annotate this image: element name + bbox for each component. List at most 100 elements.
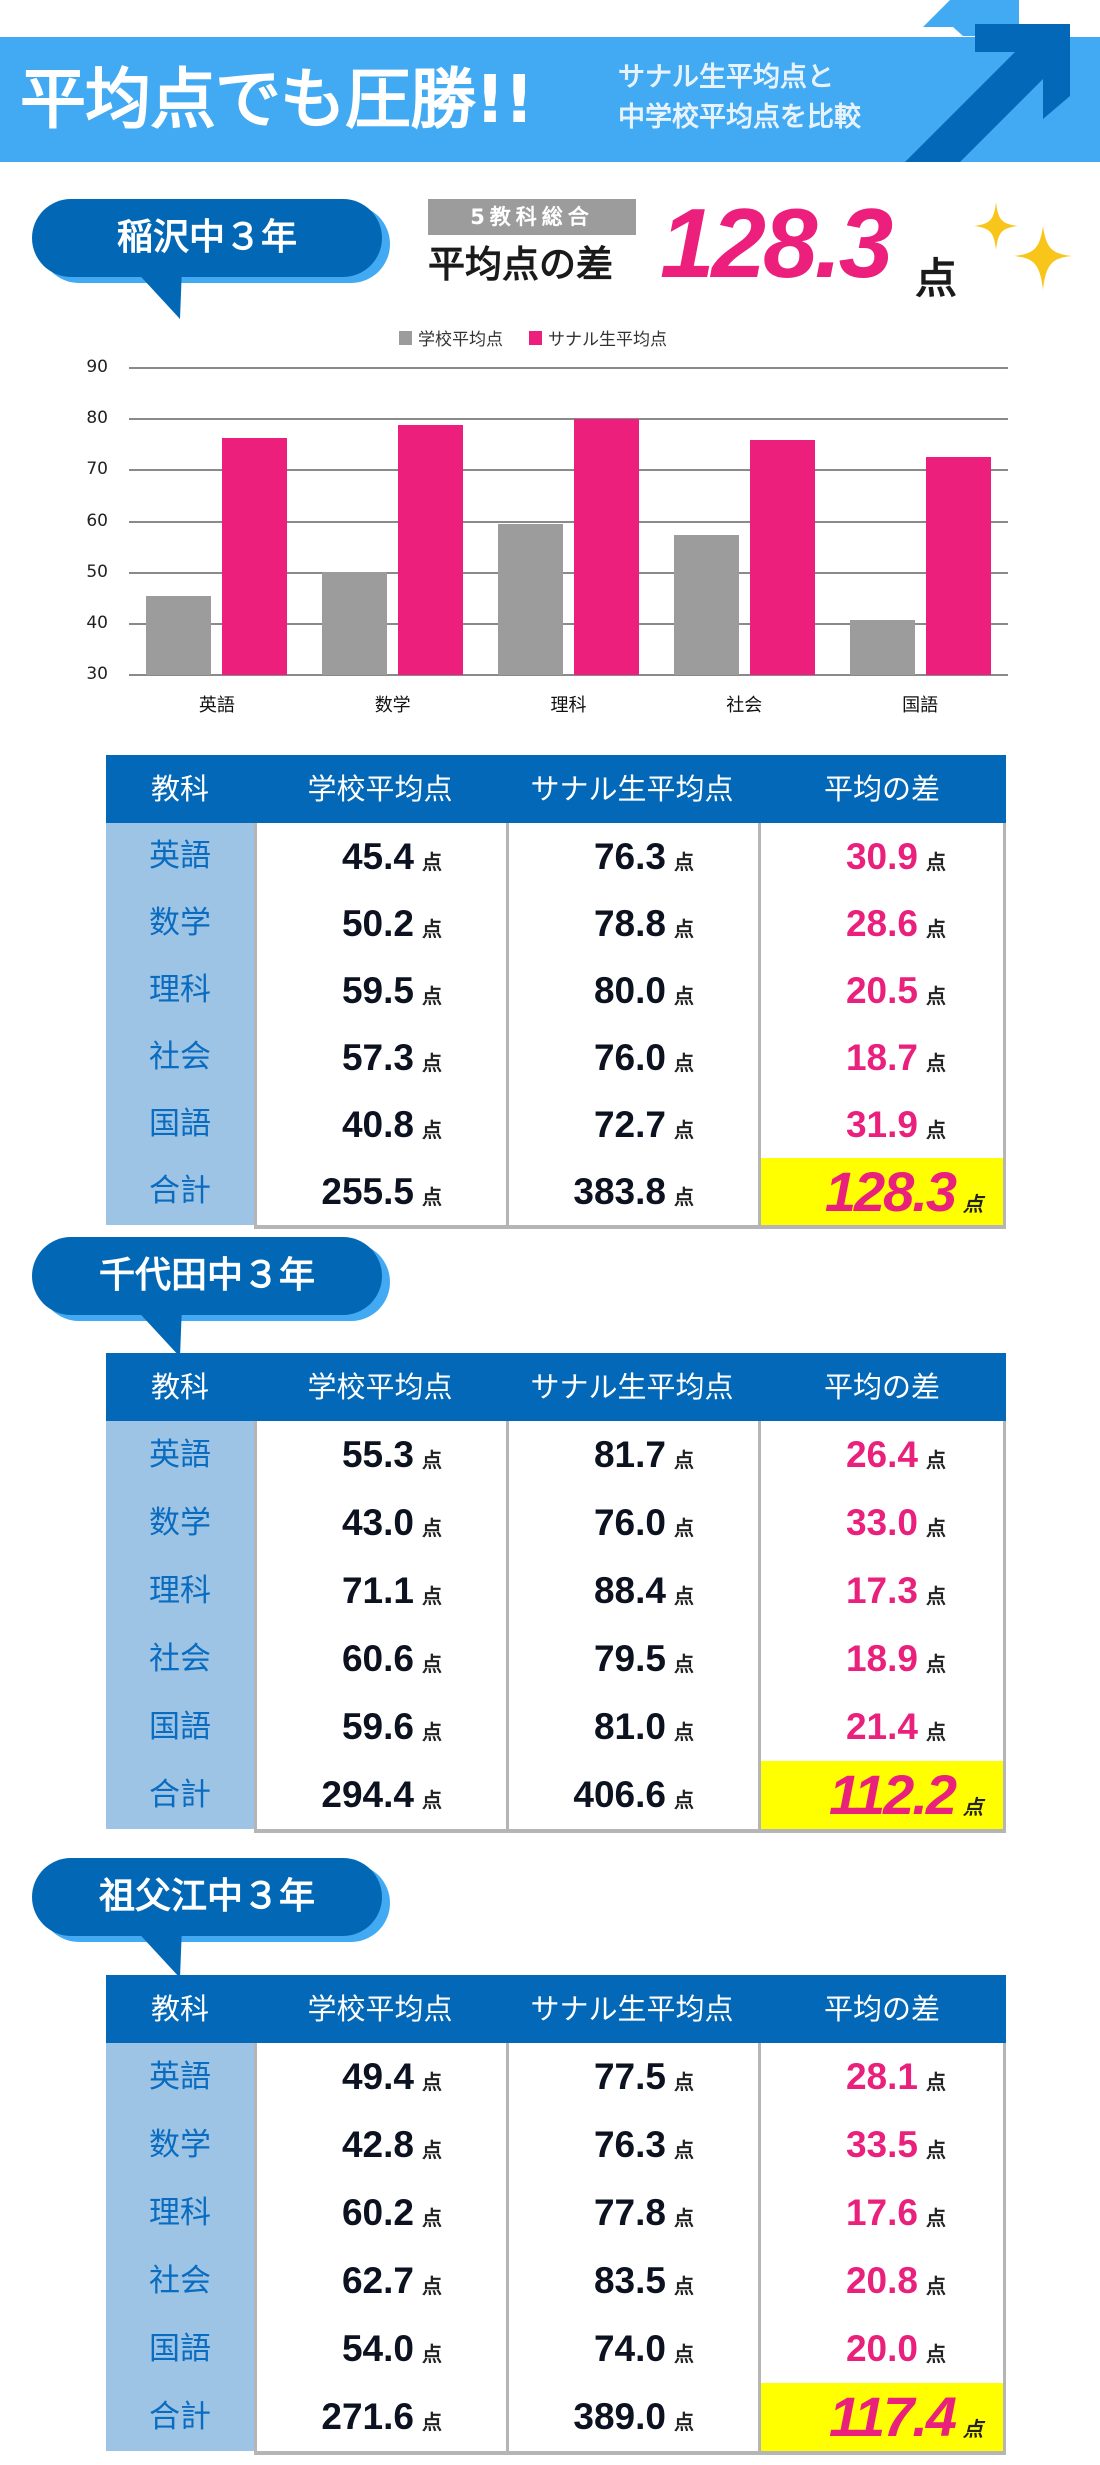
table-row-total: 合計 271.6 点 389.0 点 117.4 点: [106, 2383, 1006, 2451]
subject-cell: 社会: [149, 1641, 211, 1677]
table-row: 数学 42.8 点 76.3 点 33.5 点: [106, 2111, 1006, 2179]
value: 33.5: [845, 2124, 918, 2165]
bubble-tail: [132, 267, 182, 319]
value: 50.2: [341, 903, 414, 944]
column-divider: [506, 2043, 509, 2454]
unit-label: 点: [674, 1448, 694, 1472]
unit-label: 点: [674, 2206, 694, 2230]
unit-label: 点: [422, 917, 442, 941]
school-average-cell: 60.6 点: [254, 1625, 442, 1693]
value: 88.4: [593, 1570, 666, 1611]
school-average-cell: 50.2 点: [254, 890, 442, 957]
column-divider: [758, 1421, 761, 1832]
value: 72.7: [593, 1104, 666, 1145]
value: 57.3: [341, 1037, 414, 1078]
unit-label: 点: [674, 2410, 694, 2434]
value: 74.0: [593, 2328, 666, 2369]
total-diff-highlight: [758, 1158, 1006, 1225]
unit-label: 点: [674, 984, 694, 1008]
unit-label: 点: [422, 1720, 442, 1744]
value: 20.8: [845, 2260, 918, 2301]
subject-cell: 数学: [149, 905, 211, 941]
value: 77.8: [593, 2192, 666, 2233]
score-table-chiyoda: 教科 学校平均点 サナル生平均点 平均の差 英語 55.3 点 81.7 点 26.4 点数学 43.…: [106, 1353, 1006, 1833]
x-axis-label: 社会: [726, 695, 763, 716]
gridline: [129, 367, 1008, 369]
unit-label: 点: [674, 1051, 694, 1075]
bar-school-average: [146, 596, 212, 675]
school-heading-bubble: 稲沢中３年: [32, 199, 392, 319]
column-divider: [1003, 1421, 1006, 1832]
value: 271.6: [321, 2396, 414, 2437]
bar-sanaru-average: [398, 425, 464, 675]
sanaru-average-cell: 72.7 点: [506, 1091, 694, 1158]
total-diff-highlight: [758, 1761, 1006, 1829]
sanaru-average-cell: 77.5 点: [506, 2043, 694, 2111]
unit-label: 点: [674, 917, 694, 941]
table-row-total: 合計 255.5 点 383.8 点 128.3 点: [106, 1158, 1006, 1225]
value: 60.2: [341, 2192, 414, 2233]
unit-label: 点: [926, 1584, 946, 1608]
value: 81.0: [593, 1706, 666, 1747]
difference-cell: 26.4 点: [758, 1421, 946, 1489]
value: 80.0: [593, 970, 666, 1011]
column-divider: [758, 823, 761, 1228]
unit-label: 点: [926, 850, 946, 874]
unit-label: 点: [674, 1185, 694, 1209]
value: 45.4: [341, 836, 414, 877]
gridline: [129, 520, 1008, 523]
table-bottom-border: [254, 1225, 1006, 1229]
school-average-cell: 57.3 点: [254, 1024, 442, 1091]
difference-cell: 117.4 点: [758, 2383, 983, 2451]
sanaru-average-cell: 81.0 点: [506, 1693, 694, 1761]
bar-school-average: [498, 524, 563, 675]
subject-cell: 理科: [149, 972, 211, 1008]
column-divider: [506, 823, 509, 1228]
value: 76.3: [593, 836, 666, 877]
column-divider: [254, 823, 257, 1228]
table-row: 理科 60.2 点 77.8 点 17.6 点: [106, 2179, 1006, 2247]
total-diff-highlight: [758, 2383, 1006, 2451]
difference-cell: 20.8 点: [758, 2247, 946, 2315]
table-row: 英語 45.4 点 76.3 点 30.9 点: [106, 823, 1006, 890]
column-divider: [254, 1421, 257, 1832]
sanaru-average-cell: 76.3 点: [506, 2111, 694, 2179]
y-tick-label: 30: [86, 664, 108, 684]
x-axis-label: 英語: [198, 695, 235, 716]
sanaru-average-cell: 76.0 点: [506, 1024, 694, 1091]
school-average-cell: 55.3 点: [254, 1421, 442, 1489]
table-header: 教科 学校平均点 サナル生平均点 平均の差: [106, 755, 1006, 823]
y-tick-label: 80: [86, 408, 108, 429]
subject-cell: 合計: [149, 1777, 211, 1813]
column-divider: [506, 1421, 509, 1832]
header-cell: 教科: [150, 1992, 209, 2026]
sanaru-average-cell: 77.8 点: [506, 2179, 694, 2247]
value: 76.3: [593, 2124, 666, 2165]
unit-label: 点: [422, 2342, 442, 2366]
table-row: 英語 49.4 点 77.5 点 28.1 点: [106, 2043, 1006, 2111]
header-cell: 教科: [150, 1370, 209, 1404]
subject-cell: 社会: [149, 1039, 211, 1075]
table-bottom-border: [254, 2451, 1006, 2455]
value: 79.5: [593, 1638, 666, 1679]
unit-label: 点: [926, 2342, 946, 2366]
value: 406.6: [573, 1774, 666, 1815]
header-cell: 学校平均点: [307, 772, 453, 806]
x-axis-label: 国語: [902, 695, 939, 716]
chart-legend: 学校平均点 サナル生平均点: [399, 325, 667, 350]
bar-sanaru-average: [925, 456, 991, 675]
unit-label: 点: [926, 984, 946, 1008]
unit-label: 点: [926, 1516, 946, 1540]
value: 112.2: [829, 1763, 957, 1826]
unit-label: 点: [422, 1448, 442, 1472]
unit-label: 点: [926, 2138, 946, 2162]
legend-swatch-school: [399, 330, 412, 345]
school-average-cell: 59.5 点: [254, 957, 442, 1024]
banner-subtitle: サナル生平均点と 中学校平均点を比較: [618, 58, 861, 138]
bubble-tail: [132, 1305, 182, 1357]
x-axis-label: 理科: [550, 695, 587, 716]
column-divider: [254, 2043, 257, 2454]
unit-label: 点: [422, 850, 442, 874]
difference-cell: 18.9 点: [758, 1625, 946, 1693]
gridline: [129, 571, 1008, 574]
